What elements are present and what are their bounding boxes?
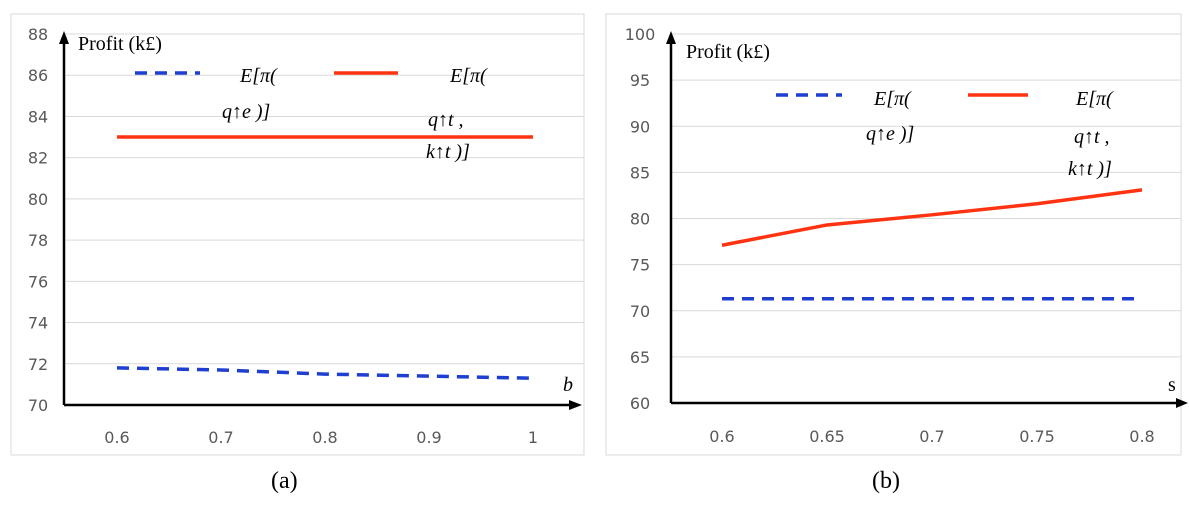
y-tick-label: 90 — [630, 117, 650, 136]
series-line-1 — [721, 188, 1143, 247]
legend-label-a-0-line1: E[π( — [239, 65, 278, 87]
legend-b: E[π( q↑e )] E[π( q↑t , k↑t )] — [776, 88, 1114, 180]
legend-label-a-0-line2: q↑e )] — [222, 101, 270, 123]
series-b — [721, 188, 1143, 301]
legend-a: E[π( q↑e )] E[π( q↑t , k↑t )] — [135, 65, 488, 163]
caption-b: (b) — [872, 468, 900, 494]
x-tick-label: 0.7 — [919, 427, 944, 446]
caption-a: (a) — [271, 468, 298, 494]
gridlines-a — [64, 33, 584, 365]
y-axis-title-b: Profit (k£) — [686, 41, 770, 63]
x-tick-label: 0.9 — [416, 428, 441, 447]
y-tick-label: 78 — [28, 231, 48, 250]
legend-label-b-0-line2: q↑e )] — [866, 123, 914, 145]
x-tick-label: 1 — [528, 428, 538, 447]
y-axis-arrow-b — [666, 31, 676, 44]
y-tick-label: 76 — [28, 272, 48, 291]
x-ticks-b: 0.6 0.65 0.7 0.75 0.8 — [709, 427, 1154, 446]
x-tick-label: 0.6 — [709, 427, 734, 446]
y-tick-label: 84 — [28, 107, 48, 126]
y-tick-label: 65 — [630, 348, 650, 367]
x-tick-label: 0.75 — [1019, 427, 1055, 446]
gridlines-b — [671, 33, 1181, 358]
y-axis-title-a: Profit (k£) — [78, 33, 162, 55]
legend-label-a-1-line3: k↑t )] — [426, 141, 470, 163]
chart-frame-b — [605, 13, 1182, 456]
y-axis-arrow-a — [59, 31, 69, 44]
x-tick-label: 0.6 — [104, 428, 129, 447]
y-ticks-a: 70 72 74 76 78 80 82 84 86 88 — [28, 25, 48, 415]
series-a — [116, 135, 534, 380]
y-tick-label: 82 — [28, 149, 48, 168]
x-axis-arrow-a — [569, 400, 582, 410]
chart-panel-a: 70 72 74 76 78 80 82 84 86 88 0.6 0.7 0.8 0.9 1 Profi… — [10, 13, 585, 494]
y-tick-label: 95 — [630, 71, 650, 90]
y-tick-label: 70 — [28, 396, 48, 415]
y-tick-label: 88 — [28, 25, 48, 44]
y-tick-label: 100 — [625, 25, 656, 44]
x-axis-arrow-b — [1176, 398, 1188, 408]
x-tick-label: 0.8 — [312, 428, 337, 447]
y-ticks-b: 60 65 70 75 80 85 90 95 100 — [625, 25, 656, 413]
legend-label-a-1-line1: E[π( — [449, 65, 488, 87]
y-tick-label: 74 — [28, 314, 48, 333]
x-axis-title-a: b — [563, 374, 573, 396]
x-tick-label: 0.8 — [1129, 427, 1154, 446]
x-tick-label: 0.7 — [208, 428, 233, 447]
y-tick-label: 86 — [28, 66, 48, 85]
y-tick-label: 85 — [630, 163, 650, 182]
y-tick-label: 70 — [630, 302, 650, 321]
y-tick-label: 80 — [28, 190, 48, 209]
x-ticks-a: 0.6 0.7 0.8 0.9 1 — [104, 428, 538, 447]
legend-label-b-1-line1: E[π( — [1075, 88, 1114, 110]
x-axis-title-b: s — [1168, 374, 1176, 396]
y-tick-label: 80 — [630, 210, 650, 229]
legend-label-a-1-line2: q↑t , — [428, 109, 464, 131]
series-line-0 — [116, 366, 534, 380]
chart-frame-a — [10, 13, 585, 456]
legend-label-b-0-line1: E[π( — [873, 88, 912, 110]
y-tick-label: 60 — [630, 394, 650, 413]
y-tick-label: 75 — [630, 256, 650, 275]
chart-panel-b: 60 65 70 75 80 85 90 95 100 0.6 0.65 0.7 0.75 0.8 Pr… — [605, 13, 1188, 494]
x-tick-label: 0.65 — [809, 427, 845, 446]
legend-label-b-1-line3: k↑t )] — [1068, 158, 1112, 180]
legend-label-b-1-line2: q↑t , — [1074, 126, 1110, 148]
y-tick-label: 72 — [28, 355, 48, 374]
